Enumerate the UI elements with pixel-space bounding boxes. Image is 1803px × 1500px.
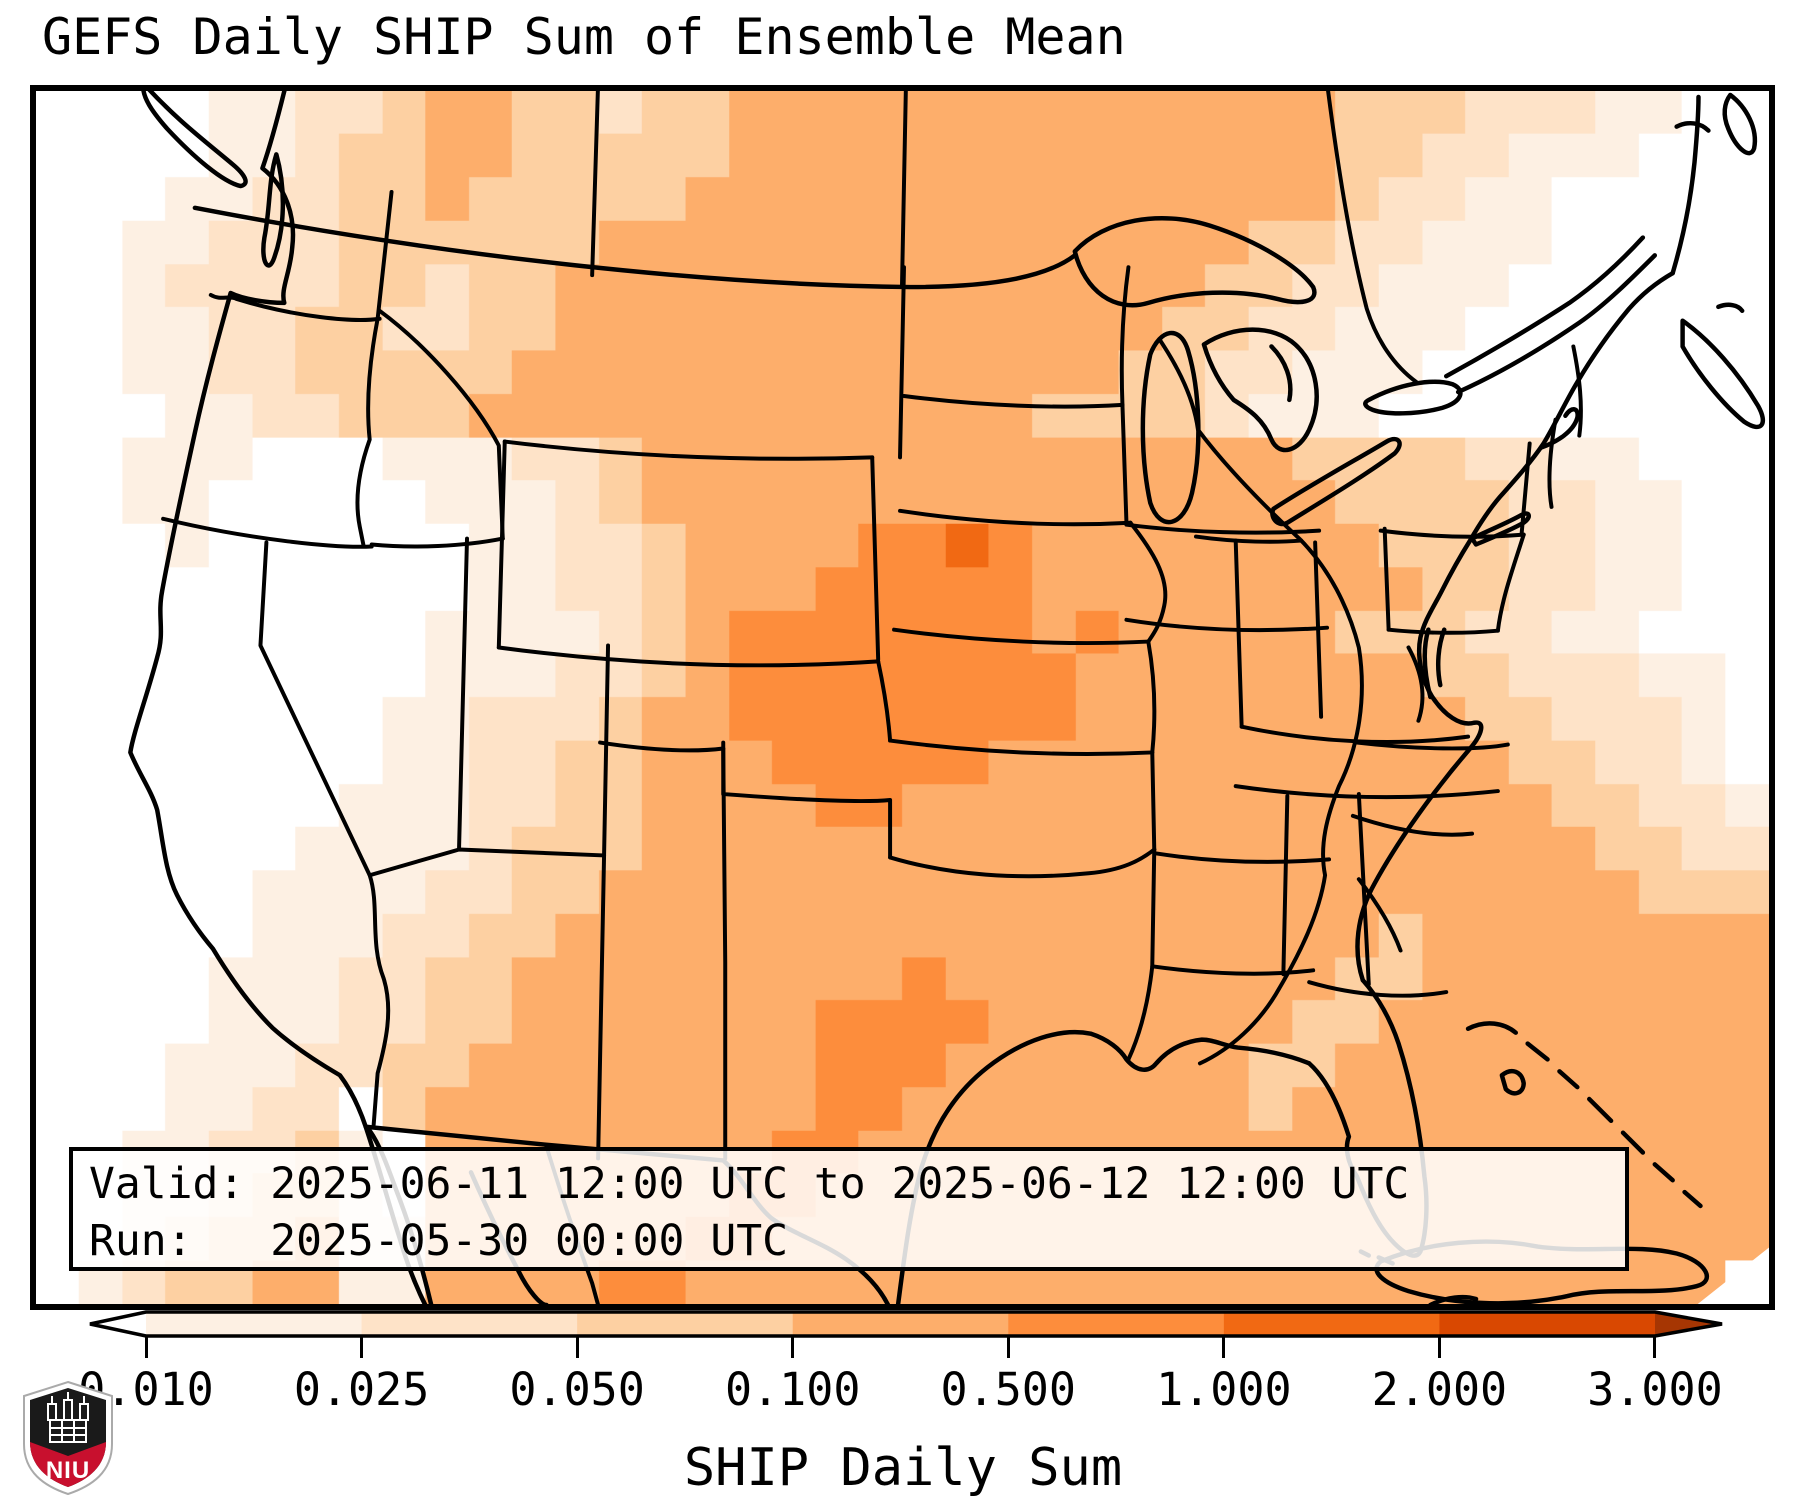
colorbar-segment (1008, 1312, 1225, 1336)
no-data-corner-wedge (1697, 1247, 1769, 1304)
niu-logo: NIU (23, 1380, 113, 1496)
state-border-paths (161, 91, 1583, 1304)
colorbar-tick (1006, 1336, 1010, 1358)
colorbar-segment (1439, 1312, 1656, 1336)
valid-line: Valid: 2025-06-11 12:00 UTC to 2025-06-1… (89, 1159, 1410, 1209)
colorbar-tick (360, 1336, 364, 1358)
colorbar-segment (792, 1312, 1009, 1336)
map-borders-overlay (128, 91, 1769, 1304)
colorbar-tick-label: 0.500 (940, 1363, 1076, 1416)
figure-title: GEFS Daily SHIP Sum of Ensemble Mean (42, 8, 1126, 66)
colorbar-tick (575, 1336, 579, 1358)
valid-run-info-box: Valid: 2025-06-11 12:00 UTC to 2025-06-1… (69, 1147, 1629, 1271)
colorbar-axis-label: SHIP Daily Sum (683, 1438, 1123, 1498)
logo-text: NIU (46, 1457, 90, 1484)
colorbar-segment (146, 1312, 363, 1336)
colorbar-segments (146, 1312, 1656, 1336)
map-area: Valid: 2025-06-11 12:00 UTC to 2025-06-1… (30, 85, 1775, 1310)
run-line: Run: 2025-05-30 00:00 UTC (89, 1216, 788, 1266)
colorbar-tick-label: 3.000 (1587, 1363, 1723, 1416)
colorbar-tick-label: 1.000 (1156, 1363, 1292, 1416)
logo-shield-red-band (30, 1442, 106, 1487)
colorbar-segment (361, 1312, 578, 1336)
great-lakes-paths (1072, 216, 1463, 527)
colorbar-tick-label: 2.000 (1371, 1363, 1508, 1416)
colorbar-tick (144, 1336, 148, 1358)
colorbar-tick (791, 1336, 795, 1358)
colorbar-under-arrow (90, 1312, 146, 1336)
colorbar-tick-label: 0.050 (509, 1363, 645, 1416)
colorbar (89, 1310, 1723, 1338)
colorbar-segment (577, 1312, 794, 1336)
colorbar-tick (1437, 1336, 1441, 1358)
colorbar-tick (1222, 1336, 1226, 1358)
logo-castle-icon (47, 1392, 89, 1443)
colorbar-segment (1223, 1312, 1441, 1336)
colorbar-over-arrow (1655, 1312, 1722, 1336)
colorbar-tick-label: 0.025 (293, 1363, 430, 1416)
colorbar-tick (1653, 1336, 1657, 1358)
colorbar-tick-label: 0.100 (724, 1363, 861, 1416)
